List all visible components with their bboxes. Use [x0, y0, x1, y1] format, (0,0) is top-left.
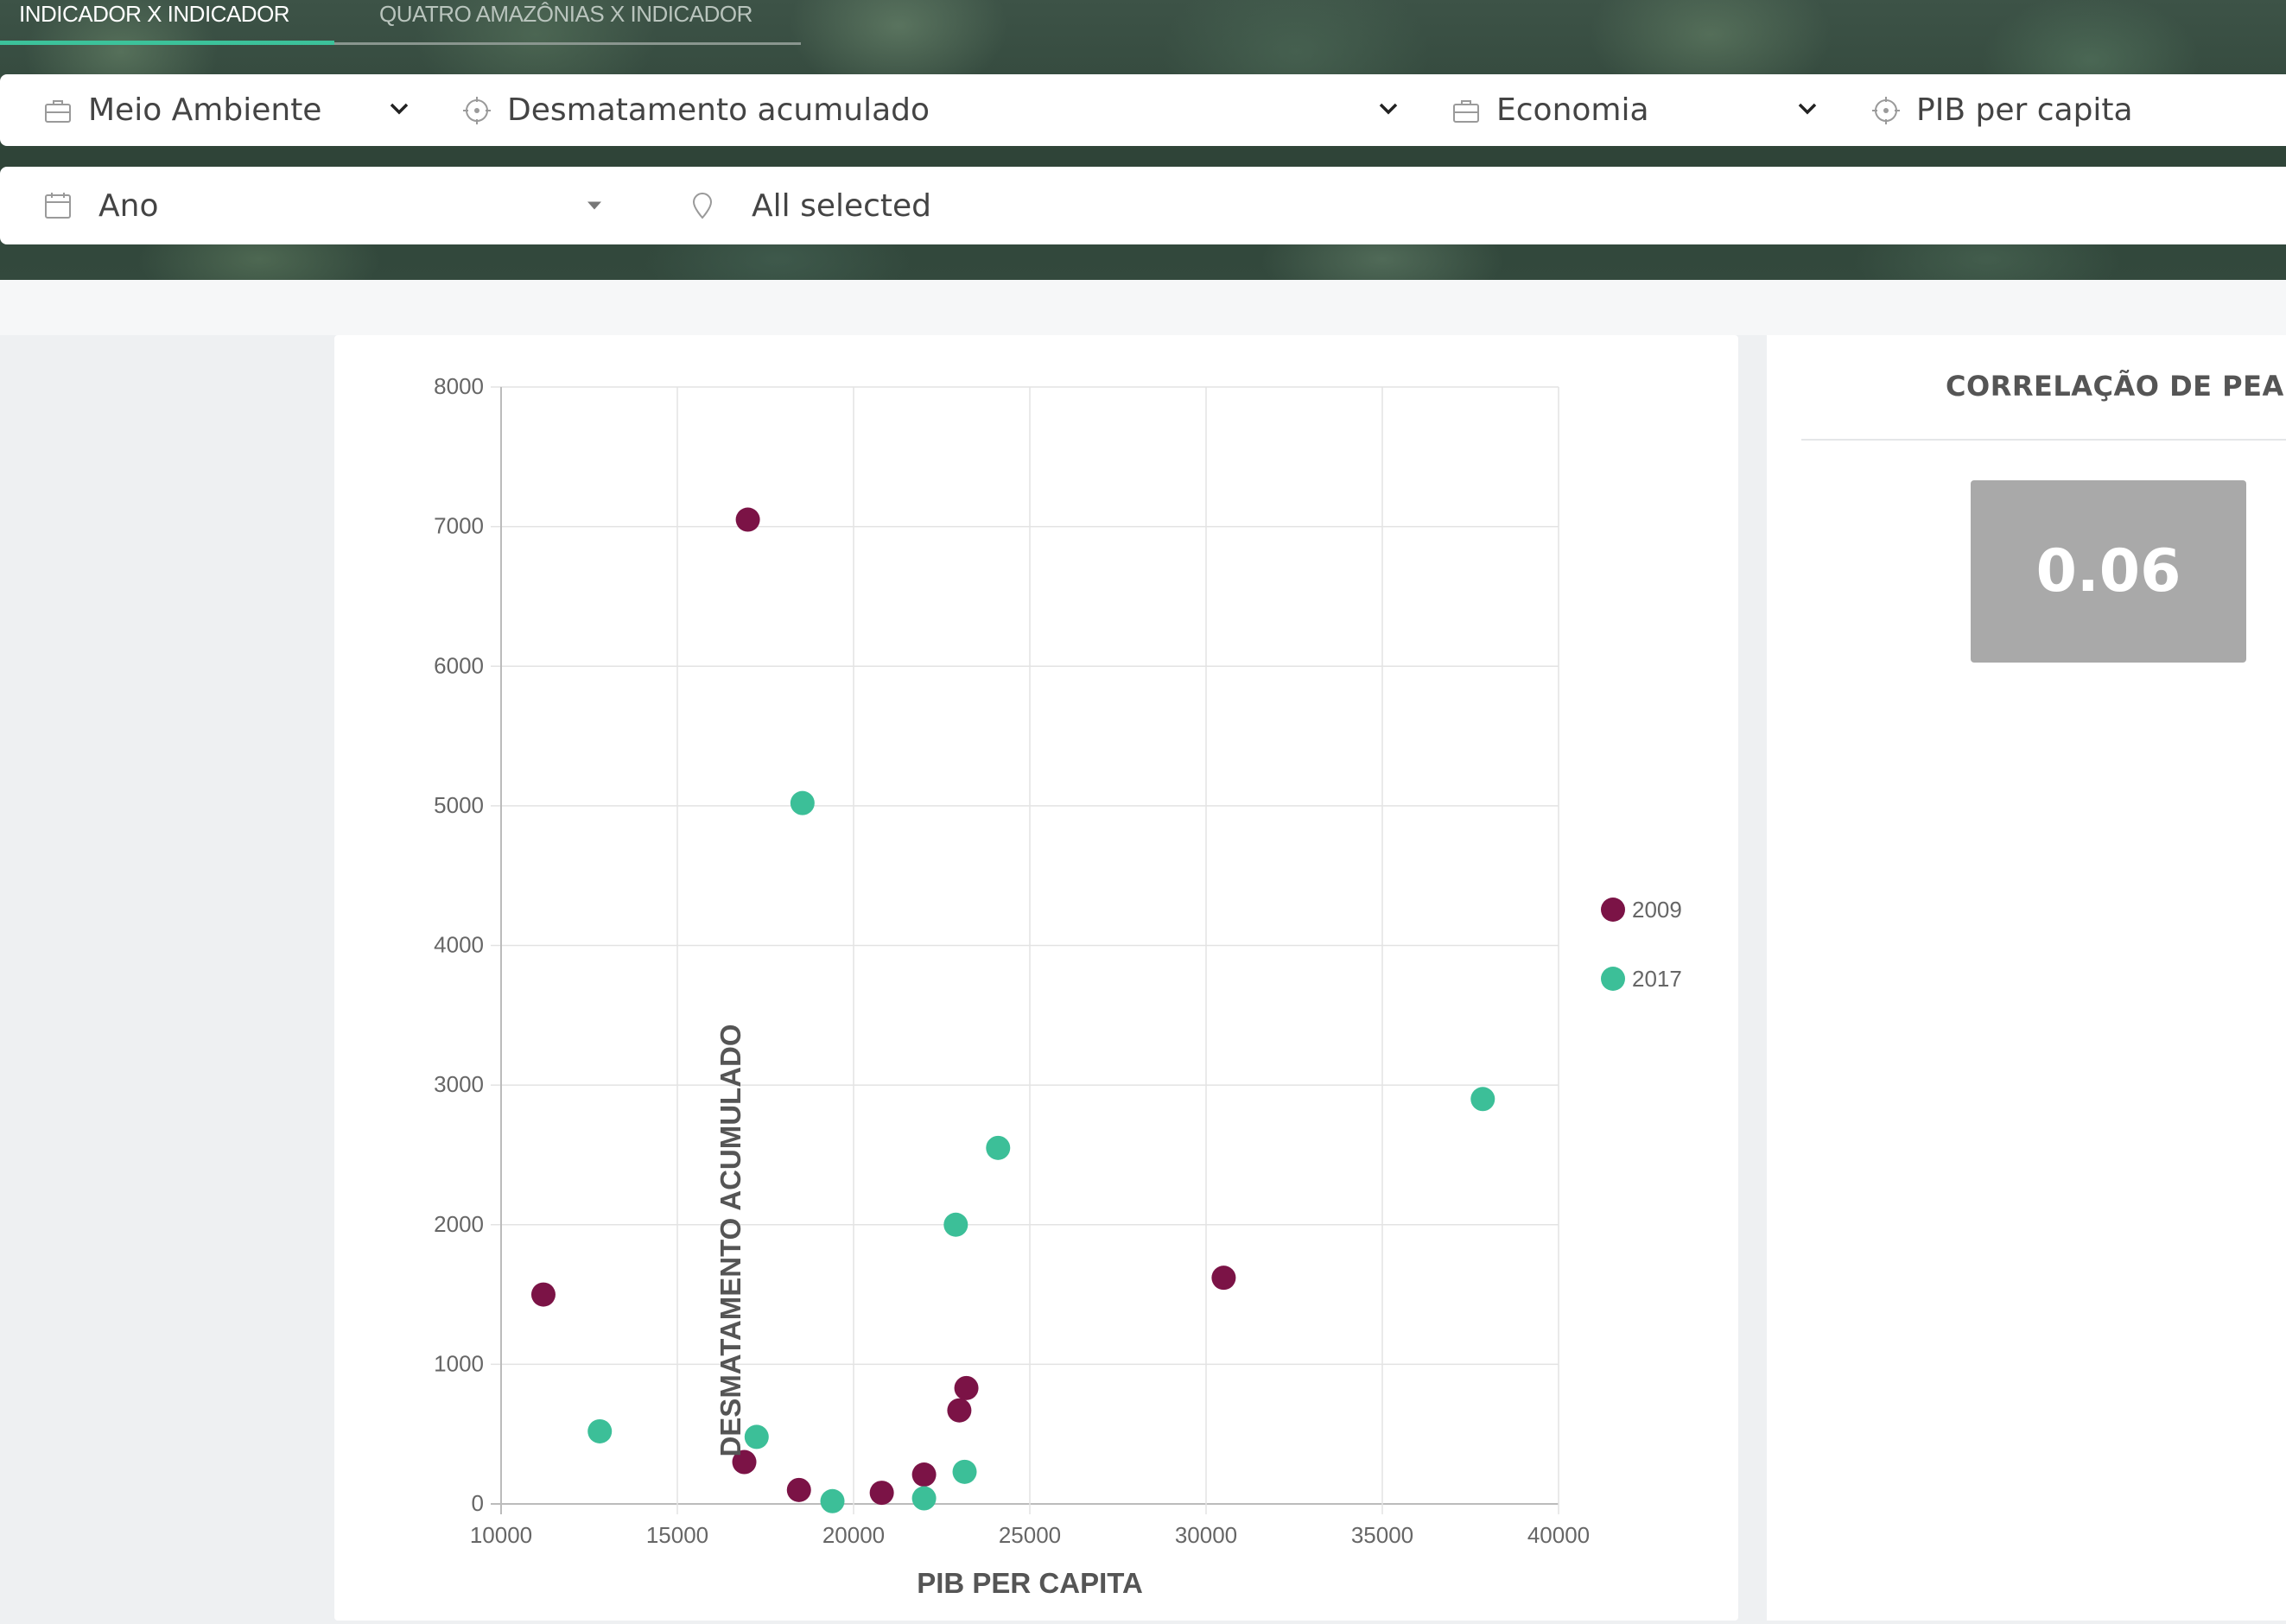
theme2-select[interactable]: Economia [1451, 74, 1832, 146]
x-axis-ticks: 10000 15000 20000 25000 30000 35000 40000 [470, 1522, 1590, 1548]
y-tick-label: 5000 [434, 792, 484, 818]
data-point-2017[interactable] [943, 1212, 968, 1237]
x-tick-label: 35000 [1351, 1522, 1413, 1548]
divider [1801, 439, 2286, 441]
indicator2-label: PIB per capita [1916, 92, 2133, 128]
data-point-2017[interactable] [952, 1459, 977, 1484]
caret-down-icon [586, 198, 603, 214]
theme1-label: Meio Ambiente [88, 92, 322, 128]
y-tick-label: 2000 [434, 1211, 484, 1237]
data-point-2017[interactable] [986, 1135, 1011, 1160]
data-point-2017[interactable] [1470, 1087, 1495, 1112]
scatter-chart-card: 0 1000 2000 3000 4000 5000 6000 7000 8000 10000 1… [334, 335, 1738, 1621]
y-tick-label: 1000 [434, 1350, 484, 1376]
x-tick-label: 30000 [1175, 1522, 1237, 1548]
chart-points [530, 507, 1495, 1513]
indicator1-select[interactable]: Desmatamento acumulado [462, 74, 1404, 146]
legend-marker [1601, 967, 1625, 991]
data-point-2009[interactable] [911, 1462, 937, 1488]
correlation-card: CORRELAÇÃO DE PEARS 0.06 [1767, 335, 2286, 1621]
correlation-title: CORRELAÇÃO DE PEARS [1946, 370, 2286, 403]
calendar-icon [43, 191, 73, 220]
year-select[interactable]: Ano [43, 167, 613, 244]
y-tick-label: 3000 [434, 1071, 484, 1097]
content-header-strip [0, 280, 2286, 335]
data-point-2017[interactable] [820, 1488, 845, 1513]
y-tick-label: 8000 [434, 373, 484, 399]
target-icon [1871, 96, 1901, 125]
data-point-2009[interactable] [735, 507, 760, 532]
tab-bar: INDICADOR X INDICADOR QUATRO AMAZÔNIAS X… [0, 0, 801, 45]
data-point-2009[interactable] [954, 1375, 979, 1400]
chevron-down-icon [389, 102, 410, 119]
legend-marker [1601, 898, 1625, 922]
data-point-2009[interactable] [947, 1398, 972, 1423]
legend-label[interactable]: 2009 [1632, 897, 1682, 923]
indicator-filter-bar: Meio Ambiente Desmatamento acumulado Eco… [0, 74, 2286, 146]
y-tick-label: 7000 [434, 513, 484, 539]
x-tick-label: 40000 [1527, 1522, 1590, 1548]
x-tick-label: 15000 [646, 1522, 708, 1548]
indicator2-select[interactable]: PIB per capita [1871, 74, 2277, 146]
target-icon [462, 96, 492, 125]
data-point-2017[interactable] [587, 1418, 613, 1443]
location-select[interactable]: All selected [688, 167, 1724, 244]
y-axis-label: DESMATAMENTO ACUMULADO [714, 1024, 746, 1456]
briefcase-icon [43, 96, 73, 125]
theme2-label: Economia [1496, 92, 1649, 128]
data-point-2009[interactable] [786, 1477, 811, 1502]
correlation-value: 0.06 [1971, 480, 2246, 663]
year-label: Ano [98, 187, 159, 224]
x-tick-label: 25000 [999, 1522, 1061, 1548]
legend-label[interactable]: 2017 [1632, 966, 1682, 992]
data-point-2017[interactable] [744, 1424, 769, 1450]
tab-quatro-amazonias[interactable]: QUATRO AMAZÔNIAS X INDICADOR [334, 0, 801, 45]
header-banner: INDICADOR X INDICADOR QUATRO AMAZÔNIAS X… [0, 0, 2286, 280]
data-point-2009[interactable] [530, 1282, 556, 1307]
y-axis-ticks: 0 1000 2000 3000 4000 5000 6000 7000 8000 [434, 373, 484, 1516]
x-tick-label: 20000 [822, 1522, 885, 1548]
period-filter-bar: Ano All selected [0, 167, 2286, 244]
data-point-2009[interactable] [732, 1450, 757, 1475]
data-point-2017[interactable] [790, 790, 815, 815]
location-label: All selected [752, 187, 932, 224]
briefcase-icon [1451, 96, 1481, 125]
chart-legend: 2009 2017 [1601, 897, 1682, 992]
map-pin-icon [688, 191, 717, 220]
indicator1-label: Desmatamento acumulado [507, 92, 930, 128]
chart-grid [491, 386, 1559, 1514]
data-point-2017[interactable] [911, 1486, 937, 1511]
y-tick-label: 0 [472, 1490, 484, 1516]
x-axis-label: PIB PER CAPITA [917, 1567, 1143, 1599]
theme1-select[interactable]: Meio Ambiente [43, 74, 415, 146]
tab-indicador-x-indicador[interactable]: INDICADOR X INDICADOR [0, 0, 334, 45]
chevron-down-icon [1378, 102, 1399, 119]
x-tick-label: 10000 [470, 1522, 532, 1548]
chevron-down-icon [1797, 102, 1818, 119]
y-tick-label: 6000 [434, 652, 484, 678]
data-point-2009[interactable] [1211, 1266, 1236, 1291]
data-point-2009[interactable] [869, 1481, 894, 1506]
y-tick-label: 4000 [434, 932, 484, 958]
